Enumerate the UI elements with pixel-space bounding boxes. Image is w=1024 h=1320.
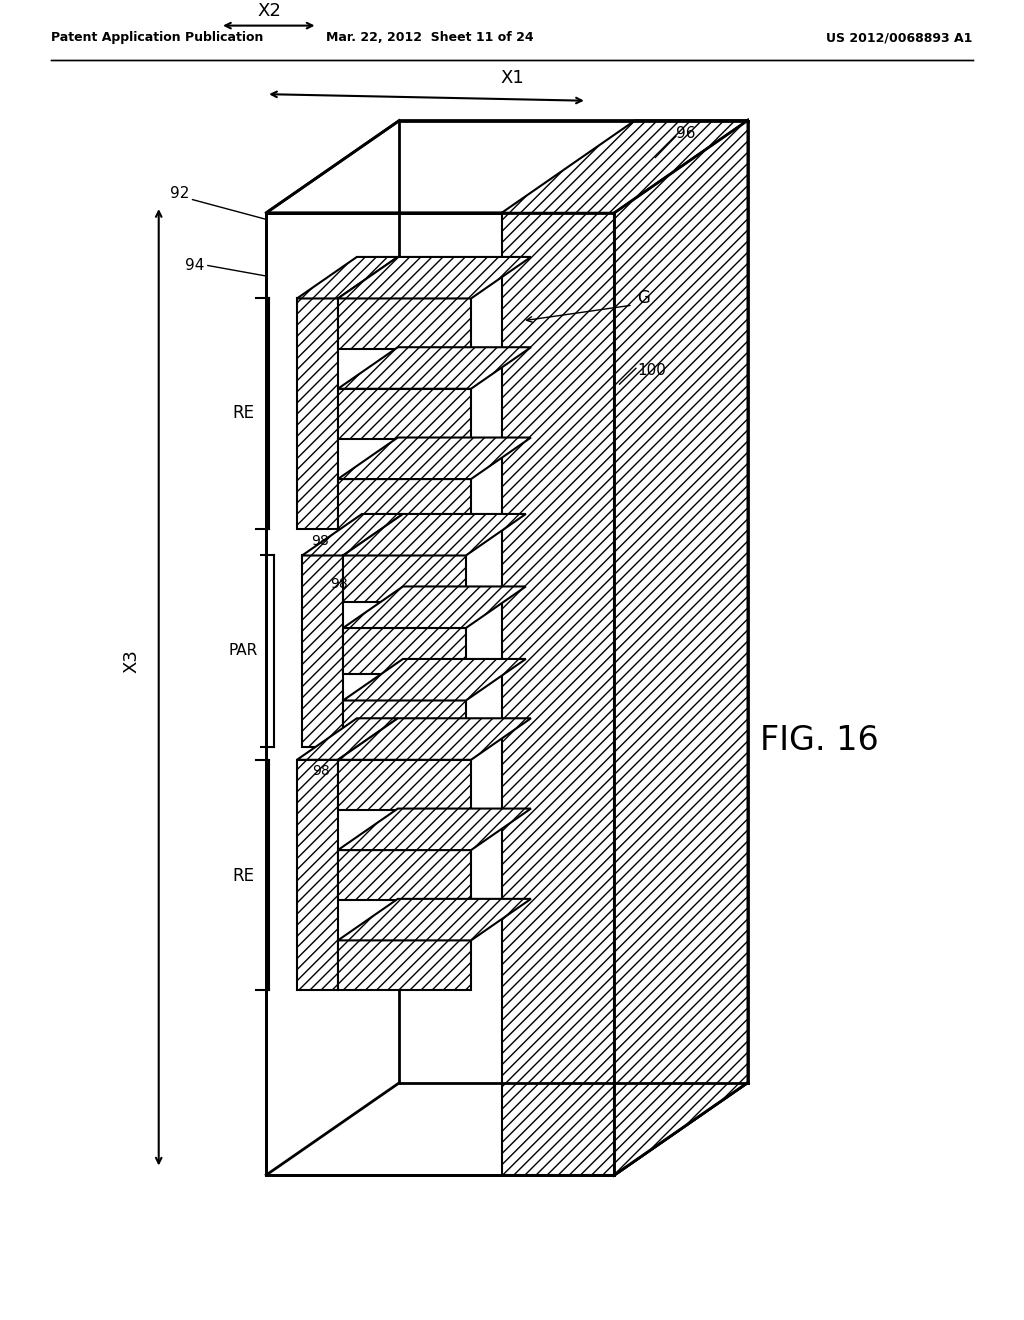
Polygon shape	[614, 120, 748, 1175]
Polygon shape	[302, 556, 343, 747]
Polygon shape	[297, 760, 338, 990]
Polygon shape	[338, 809, 530, 850]
Polygon shape	[297, 718, 397, 760]
Polygon shape	[338, 940, 471, 990]
Polygon shape	[502, 213, 614, 1175]
Text: X3: X3	[122, 649, 140, 673]
Polygon shape	[266, 213, 614, 1175]
Polygon shape	[338, 389, 471, 438]
Text: PAR: PAR	[228, 643, 258, 657]
Text: 92: 92	[170, 186, 189, 201]
Polygon shape	[297, 257, 397, 298]
Text: 94: 94	[185, 257, 205, 273]
Polygon shape	[338, 479, 471, 529]
Text: FIG. 16: FIG. 16	[760, 723, 879, 756]
Polygon shape	[338, 899, 530, 940]
Polygon shape	[338, 850, 471, 900]
Polygon shape	[297, 298, 338, 529]
Polygon shape	[343, 701, 466, 747]
Text: 100: 100	[637, 363, 666, 379]
Text: 98: 98	[311, 535, 329, 548]
Polygon shape	[343, 513, 526, 556]
Text: 98: 98	[312, 764, 330, 777]
Polygon shape	[266, 1082, 748, 1175]
Text: X2: X2	[257, 3, 282, 20]
Text: X1: X1	[500, 70, 524, 87]
Polygon shape	[302, 513, 402, 556]
Polygon shape	[266, 120, 748, 213]
Polygon shape	[614, 120, 748, 1175]
Text: Mar. 22, 2012  Sheet 11 of 24: Mar. 22, 2012 Sheet 11 of 24	[327, 32, 534, 44]
Text: RE: RE	[232, 867, 254, 884]
Text: G: G	[637, 289, 650, 308]
Polygon shape	[338, 347, 530, 389]
Polygon shape	[343, 556, 466, 602]
Text: RE: RE	[232, 404, 254, 422]
Polygon shape	[338, 718, 530, 760]
Polygon shape	[338, 760, 471, 810]
Polygon shape	[338, 437, 530, 479]
Text: Patent Application Publication: Patent Application Publication	[51, 32, 263, 44]
Polygon shape	[343, 659, 526, 701]
Polygon shape	[338, 257, 530, 298]
Polygon shape	[343, 628, 466, 675]
Polygon shape	[338, 298, 471, 348]
Polygon shape	[502, 120, 748, 213]
Text: 96: 96	[676, 127, 695, 141]
Text: US 2012/0068893 A1: US 2012/0068893 A1	[826, 32, 973, 44]
Polygon shape	[343, 586, 526, 628]
Text: 98: 98	[330, 577, 347, 591]
